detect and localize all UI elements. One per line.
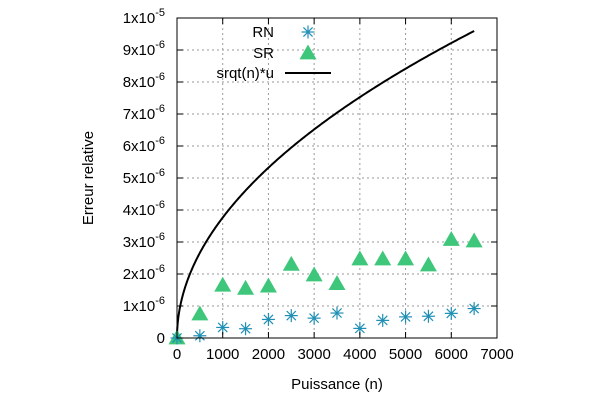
data-point-rn bbox=[261, 312, 275, 326]
y-tick-label: 7x10-6 bbox=[123, 103, 165, 123]
series-line-sqrt-n-u bbox=[176, 30, 475, 338]
data-point-rn bbox=[353, 321, 367, 335]
data-point-rn bbox=[307, 311, 321, 325]
data-point-rn bbox=[376, 313, 390, 327]
data-point-sr bbox=[237, 279, 255, 295]
data-point-sr bbox=[397, 250, 415, 266]
y-tick-label: 0 bbox=[157, 330, 165, 347]
y-tick-label: 9x10-6 bbox=[123, 39, 165, 59]
data-point-sr bbox=[328, 275, 346, 290]
data-point-rn bbox=[216, 320, 230, 334]
data-point-sr bbox=[214, 276, 232, 292]
y-tick-label: 1x10-5 bbox=[123, 7, 165, 27]
data-point-sr bbox=[259, 277, 277, 293]
x-tick-label: 7000 bbox=[480, 346, 513, 363]
x-tick-label: 2000 bbox=[252, 346, 285, 363]
data-point-sr bbox=[442, 230, 460, 246]
axis-ticks: 0 1000 2000 3000 4000 5000 6000 7000 0 1x10-6 2x10… bbox=[123, 7, 514, 363]
data-point-rn bbox=[284, 309, 298, 323]
legend-label-sr: SR bbox=[253, 45, 274, 62]
data-point-rn bbox=[444, 306, 458, 320]
legend-label-rn: RN bbox=[252, 24, 274, 41]
x-tick-label: 0 bbox=[173, 346, 181, 363]
y-tick-label: 2x10-6 bbox=[123, 263, 165, 283]
legend-marker-rn bbox=[301, 25, 315, 39]
data-point-sr bbox=[374, 250, 392, 266]
y-tick-label: 3x10-6 bbox=[123, 231, 165, 251]
data-point-sr bbox=[351, 250, 369, 266]
data-point-rn bbox=[330, 306, 344, 320]
data-point-sr bbox=[282, 255, 300, 271]
x-axis-label: Puissance (n) bbox=[291, 376, 383, 393]
data-point-sr bbox=[465, 232, 483, 248]
legend: RN SR srqt(n)*u bbox=[216, 24, 331, 82]
y-tick-label: 8x10-6 bbox=[123, 71, 165, 91]
x-tick-label: 6000 bbox=[435, 346, 468, 363]
data-point-rn bbox=[467, 302, 481, 316]
data-point-rn bbox=[399, 310, 413, 324]
data-point-rn bbox=[193, 329, 207, 343]
legend-symbol-rn bbox=[301, 25, 315, 39]
legend-symbol-sr bbox=[299, 44, 317, 60]
y-axis-label: Erreur relative bbox=[80, 131, 97, 225]
legend-label-sqrt-n-u: srqt(n)*u bbox=[216, 65, 274, 82]
data-point-sr bbox=[191, 305, 209, 321]
data-point-sr bbox=[305, 266, 323, 282]
x-tick-label: 1000 bbox=[206, 346, 239, 363]
y-tick-label: 6x10-6 bbox=[123, 135, 165, 155]
y-tick-label: 5x10-6 bbox=[123, 167, 165, 187]
y-tick-label: 4x10-6 bbox=[123, 199, 165, 219]
data-point-rn bbox=[239, 322, 253, 336]
x-tick-label: 5000 bbox=[389, 346, 422, 363]
data-point-sr bbox=[419, 256, 437, 272]
data-point-rn bbox=[421, 309, 435, 323]
y-tick-label: 1x10-6 bbox=[123, 295, 165, 315]
x-tick-label: 4000 bbox=[343, 346, 376, 363]
legend-marker-sr bbox=[299, 44, 317, 60]
x-tick-label: 3000 bbox=[297, 346, 330, 363]
